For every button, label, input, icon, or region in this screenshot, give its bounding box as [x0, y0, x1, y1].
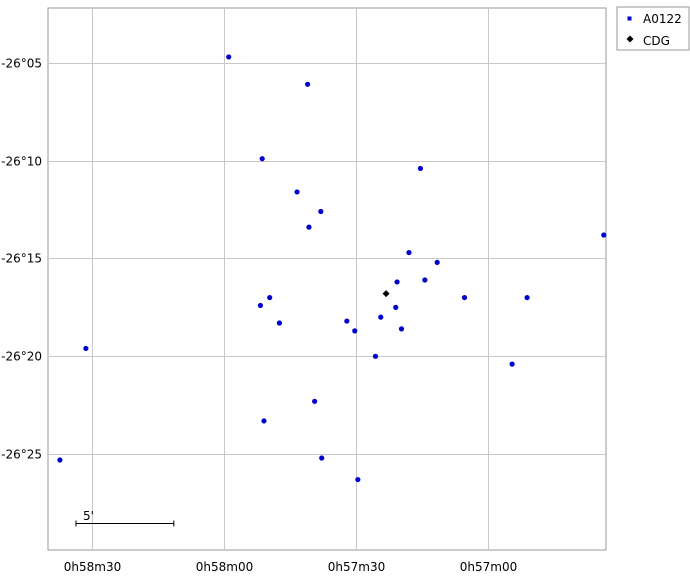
data-point-a0122-23: [509, 361, 515, 367]
data-point-a0122-20: [378, 314, 384, 320]
data-point-a0122-14: [267, 294, 273, 301]
data-point-a0122-17: [276, 320, 282, 326]
legend-label-a0122: A0122: [643, 12, 682, 26]
legend-marker-cdg: [626, 35, 634, 43]
data-point-a0122-22: [372, 353, 379, 359]
data-point-a0122-11: [422, 277, 428, 283]
data-point-a0122-4: [318, 208, 324, 215]
data-point-a0122-24: [83, 345, 89, 352]
data-point-a0122-3: [294, 189, 300, 195]
x-tick-label-3: 0h57m00: [460, 560, 517, 574]
data-points: [57, 54, 607, 483]
y-tick-label-2: -26°15: [1, 252, 42, 266]
data-point-a0122-27: [319, 455, 325, 461]
data-point-a0122-2: [259, 156, 265, 162]
legend-marker-a0122: [627, 16, 632, 21]
data-point-a0122-26: [261, 418, 267, 424]
data-point-a0122-7: [601, 232, 607, 238]
data-point-a0122-28: [57, 457, 63, 463]
data-point-a0122-8: [406, 249, 412, 256]
y-tick-label-3: -26°20: [1, 350, 42, 364]
scale-bar: 5': [75, 509, 175, 527]
data-point-a0122-13: [524, 294, 530, 301]
data-point-a0122-5: [306, 224, 312, 230]
axis-tick-labels: 0h58m30 0h58m00 0h57m30 0h57m00 -26°05 -26°10…: [1, 57, 517, 575]
legend-label-cdg: CDG: [643, 34, 670, 48]
data-point-a0122-18: [344, 318, 350, 324]
data-point-a0122-6: [417, 165, 424, 172]
grid-lines: [48, 8, 606, 550]
data-point-a0122-29: [355, 476, 361, 483]
y-tick-label-4: -26°25: [1, 448, 42, 462]
data-point-a0122-10: [394, 279, 400, 285]
x-tick-label-1: 0h58m00: [196, 560, 253, 574]
data-point-a0122-0: [226, 54, 232, 60]
data-point-a0122-19: [352, 328, 358, 334]
y-tick-label-1: -26°10: [1, 155, 42, 169]
data-point-a0122-21: [398, 326, 405, 332]
legend: A0122 CDG: [616, 6, 690, 51]
data-point-a0122-12: [461, 294, 468, 301]
data-point-a0122-15: [257, 302, 264, 309]
scale-bar-label: 5': [83, 509, 94, 523]
y-tick-label-0: -26°05: [1, 57, 42, 71]
legend-box: [616, 6, 690, 51]
data-point-a0122-25: [312, 398, 318, 404]
x-tick-label-0: 0h58m30: [64, 560, 121, 574]
plot-area: [47, 7, 607, 551]
x-tick-label-2: 0h57m30: [328, 560, 385, 574]
data-point-a0122-16: [393, 304, 399, 310]
data-point-a0122-9: [434, 259, 440, 265]
data-point-a0122-1: [305, 81, 311, 87]
data-point-cdg-0: [382, 290, 390, 298]
